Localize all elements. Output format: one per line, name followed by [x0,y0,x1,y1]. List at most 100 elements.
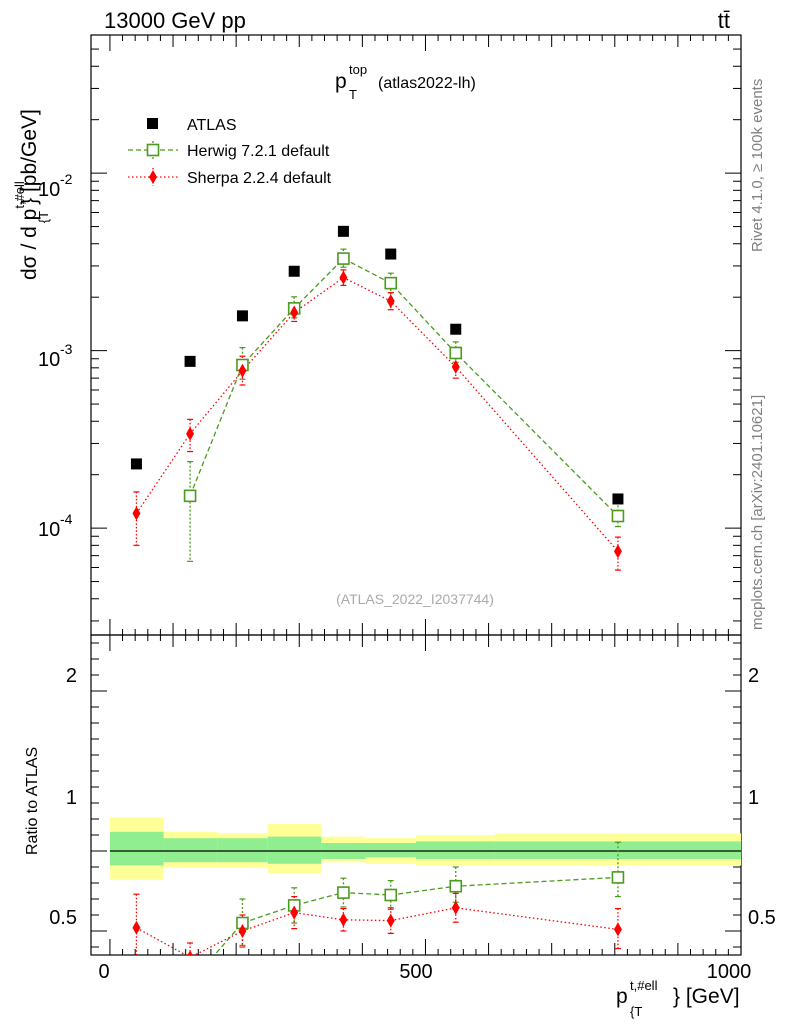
data-point-atlas [612,493,624,505]
legend: ATLAS Herwig 7.2.1 default Sherpa 2.2.4 … [128,117,332,187]
svg-text:dσ / d pt,#ell{T} [pb/GeV]: dσ / d pt,#ell {T } [pb/GeV] [12,109,51,280]
y-tick-label-base: 10 [38,519,60,541]
x-axis-title: p t,#ell {T } [GeV] [616,978,740,1019]
legend-label-sherpa: Sherpa 2.2.4 default [187,170,332,187]
series-line-sherpa [135,276,619,552]
legend-marker-atlas [147,118,158,129]
x-title-sup: t,#ell [630,978,658,993]
y-title-sub: {T [36,211,51,223]
legend-item-atlas: ATLAS [147,117,237,134]
data-point-herwig [384,276,398,290]
ratio-panel-frame [90,634,742,956]
ratio-point-herwig [384,888,398,902]
ratio-band-inner [217,838,268,863]
ratio-point-herwig [337,886,350,899]
ratio-point-herwig [185,978,196,989]
data-point-herwig [611,509,625,523]
ratio-uncertainty-bands [109,817,741,880]
ratio-axis-ticks [91,635,742,955]
ratio-point-sherpa [290,905,299,920]
data-point-sherpa [238,363,247,378]
legend-item-herwig: Herwig 7.2.1 default [128,141,330,160]
ratio-tick-label-right-2: 2 [748,665,759,687]
plot-title: p top T (atlas2022-lh) [335,62,476,102]
data-point-atlas [450,323,462,335]
x-tick-label-500: 500 [399,961,432,983]
ratio-point-herwig [611,871,625,884]
y-axis-title: dσ / d pt,#ell {T } [pb/GeV] [12,109,51,280]
process-label: tt̄ [718,8,730,33]
ratio-band-inner [109,831,164,866]
ratio-point-sherpa [132,920,141,935]
y-tick-label-1e-2: 10 -2 [38,171,73,201]
x-tick-label-0: 0 [98,961,109,983]
ratio-y-title: Ratio to ATLAS [24,747,41,855]
analysis-watermark: (ATLAS_2022_I2037744) [336,591,494,607]
x-tick-label-1000: 1000 [707,961,752,983]
ratio-point-sherpa [238,924,247,938]
main-series [130,225,625,571]
data-point-herwig [449,346,463,360]
data-point-atlas [337,225,349,237]
y-tick-label-exp: -3 [60,341,73,357]
legend-label-herwig: Herwig 7.2.1 default [187,143,330,160]
data-point-atlas [130,458,142,470]
y-tick-label-base: 10 [38,349,60,371]
y-title-sup: t,#ell [12,181,27,209]
x-title-unit: } [GeV] [673,985,740,1008]
ratio-line-sherpa [136,907,619,955]
ratio-band-inner [365,843,416,858]
data-point-atlas [288,265,300,277]
ratio-point-sherpa [339,912,348,927]
y-tick-label-base: 10 [38,179,60,201]
rivet-label: Rivet 4.1.0, ≥ 100k events [749,79,766,252]
plot-title-sub: T [349,87,357,102]
data-point-atlas [385,248,397,260]
ratio-tick-label-left-0.5: 0.5 [49,907,77,929]
data-point-sherpa [386,294,395,309]
data-point-sherpa [339,270,348,285]
data-point-sherpa [186,426,195,441]
ratio-tick-label-left-1: 1 [66,787,77,809]
x-title-sub: {T [630,1004,642,1019]
y-tick-label-1e-3: 10 -3 [38,341,73,371]
data-point-sherpa [613,544,622,559]
plot-title-extra: (atlas2022-lh) [378,75,476,92]
ratio-tick-label-right-1: 1 [748,787,759,809]
ratio-point-sherpa [451,900,460,915]
data-point-sherpa [132,506,141,521]
legend-item-sherpa: Sherpa 2.2.4 default [128,168,332,187]
y-tick-label-exp: -2 [60,171,73,187]
legend-marker-sherpa [149,170,157,184]
ratio-series-clipped [132,841,625,989]
data-point-atlas [184,355,196,367]
ratio-tick-label-left-2: 2 [66,665,77,687]
ratio-point-sherpa [613,922,622,937]
ratio-series [132,841,625,989]
legend-marker-herwig [146,143,160,157]
y-tick-label-exp: -4 [60,511,73,527]
ratio-band-inner [163,838,218,863]
ratio-point-herwig [449,879,463,893]
data-point-sherpa [451,359,460,374]
main-axis-ticks [91,34,742,635]
ratio-point-sherpa [386,913,395,928]
y-title-main: dσ / d p [18,209,41,280]
plot-title-main: p [335,70,347,93]
plot-title-sup: top [349,62,367,77]
data-point-sherpa [290,305,299,320]
x-title-main: p [616,985,628,1008]
y-tick-label-1e-4: 10 -4 [38,511,73,541]
main-series-clipped [130,225,625,571]
legend-label-atlas: ATLAS [187,117,237,134]
ratio-tick-label-right-0.5: 0.5 [748,907,776,929]
data-point-atlas [236,310,248,322]
data-point-herwig [183,489,197,503]
ratio-band-inner [267,836,322,864]
energy-label: 13000 GeV pp [104,8,246,33]
ratio-point-sherpa [187,950,193,955]
y-title-unit: } [pb/GeV] [18,109,41,205]
data-point-herwig [337,252,350,265]
ratio-band-inner [416,841,495,859]
